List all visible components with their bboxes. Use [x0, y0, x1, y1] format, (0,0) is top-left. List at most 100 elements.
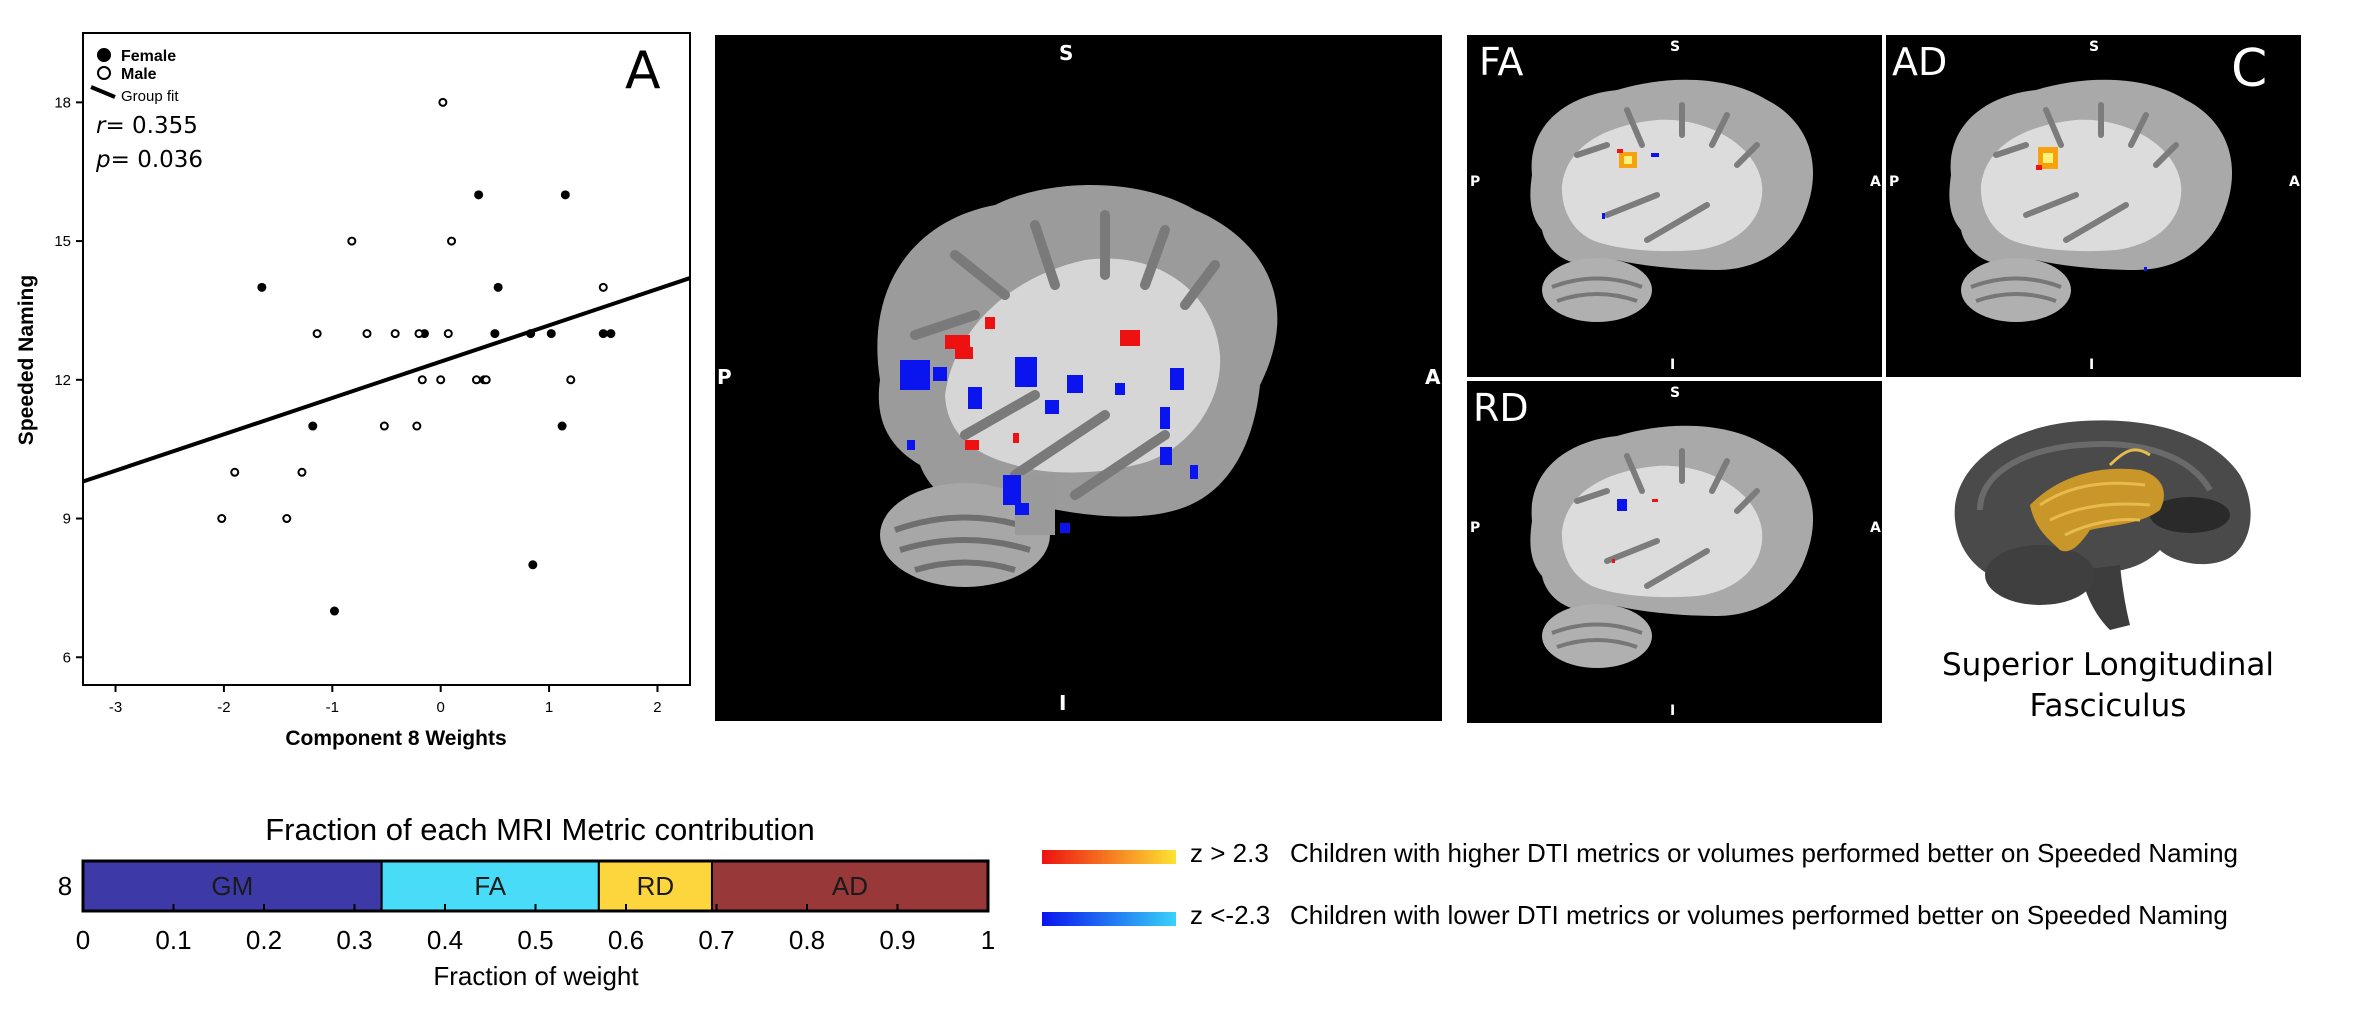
bar-segment-label: AD — [832, 871, 868, 901]
blue-cluster — [1170, 368, 1184, 390]
x-axis-label: Component 8 Weights — [285, 727, 506, 750]
male-point — [390, 329, 400, 339]
rd-red-dot — [1652, 499, 1658, 502]
bar-x-tick-label: 0.2 — [246, 925, 282, 955]
male-point — [436, 375, 446, 385]
male-point — [481, 375, 491, 385]
rd-orientation-inferior: I — [1670, 703, 1676, 719]
white-matter — [945, 258, 1221, 473]
male-point — [598, 282, 608, 292]
tract-caption: Superior Longitudinal Fasciculus — [1908, 645, 2308, 727]
ad-orientation-inferior: I — [2089, 357, 2095, 373]
blue-dot — [1602, 213, 1605, 219]
fa-hot-cluster — [1617, 149, 1623, 153]
bar-x-tick-label: 0 — [76, 925, 90, 955]
male-point — [412, 421, 422, 431]
y-tick-label: 18 — [54, 94, 71, 111]
x-tick-label: 2 — [653, 699, 661, 716]
ad-hot-cluster — [2036, 165, 2042, 170]
blue-cluster — [1067, 375, 1083, 393]
orientation-anterior: A — [1425, 365, 1441, 389]
brain-slice-panel-b: S I P A B — [715, 35, 1442, 721]
bar-segment-label: RD — [637, 871, 675, 901]
x-tick-label: -1 — [326, 699, 339, 716]
y-tick-label: 15 — [54, 233, 71, 250]
ad-label: AD — [1892, 40, 1948, 84]
z-legend: z > 2.3 Children with higher DTI metrics… — [1040, 838, 2350, 938]
male-point — [379, 421, 389, 431]
blue-cluster — [1045, 400, 1059, 414]
orientation-posterior: P — [717, 365, 732, 389]
y-axis-label: Speeded Naming — [15, 275, 38, 445]
female-point — [493, 282, 503, 292]
bar-x-tick-label: 0.6 — [608, 925, 644, 955]
blue-cluster — [1060, 523, 1070, 533]
ad-brain-image — [1949, 79, 2233, 322]
red-cluster — [1013, 433, 1019, 443]
blue-dot — [2144, 267, 2147, 271]
red-cluster — [1120, 330, 1140, 346]
bar-segment-ad — [710, 860, 989, 912]
y-tick-label: 12 — [54, 372, 71, 389]
male-point — [312, 329, 322, 339]
orientation-superior: S — [1059, 41, 1074, 65]
gyri-pattern — [910, 210, 1220, 500]
male-point — [438, 97, 448, 107]
blue-cluster — [1015, 357, 1037, 387]
positive-description: Children with higher DTI metrics or volu… — [1290, 838, 2238, 868]
male-point — [362, 329, 372, 339]
legend-female-label: Female — [121, 48, 176, 65]
panel-a-letter: A — [625, 41, 661, 101]
x-tick-label: 0 — [437, 699, 445, 716]
male-point — [297, 467, 307, 477]
plot-frame — [82, 32, 691, 686]
blue-cluster — [907, 440, 915, 450]
legend-fit-label: Group fit — [121, 88, 179, 105]
blue-cluster — [1160, 407, 1170, 429]
male-point — [217, 514, 227, 524]
fa-slice-panel: FA S I P A — [1467, 35, 1882, 377]
bar-x-tick-label: 0.4 — [427, 925, 463, 955]
fa-hot-cluster — [1624, 156, 1632, 164]
female-point — [528, 560, 538, 570]
rd-orientation-anterior: A — [1870, 520, 1881, 536]
bar-segment-gm — [82, 860, 383, 912]
blue-cluster — [1015, 503, 1029, 515]
ad-slice-panel: AD S I P A C — [1886, 35, 2301, 377]
rd-orientation-superior: S — [1670, 385, 1681, 401]
x-tick-label: 1 — [545, 699, 553, 716]
female-point — [560, 190, 570, 200]
female-point — [557, 421, 567, 431]
bar-x-tick-label: 0.9 — [879, 925, 915, 955]
negative-threshold: z <-2.3 — [1190, 900, 1271, 930]
blue-cluster — [1190, 465, 1198, 479]
bar-x-tick-label: 0.7 — [698, 925, 734, 955]
p-stat: p= 0.036 — [95, 147, 203, 173]
negative-description: Children with lower DTI metrics or volum… — [1290, 900, 2228, 930]
bar-segment-label: FA — [474, 871, 506, 901]
female-point — [546, 329, 556, 339]
bar-x-tick-label: 0.1 — [155, 925, 191, 955]
r-stat: r= 0.355 — [96, 113, 198, 139]
rd-label: RD — [1473, 386, 1529, 430]
y-tick-label: 9 — [63, 511, 71, 528]
fa-orientation-superior: S — [1670, 39, 1681, 55]
male-point — [566, 375, 576, 385]
sagittal-brain-image — [877, 185, 1278, 587]
ad-orientation-posterior: P — [1889, 174, 1900, 190]
female-point — [474, 190, 484, 200]
metric-contribution-bar-chart: Fraction of each MRI Metric contribution… — [58, 812, 995, 991]
legend-fit-swatch — [90, 85, 116, 99]
panel-b-letter: B — [1369, 43, 1405, 103]
fa-orientation-inferior: I — [1670, 357, 1676, 373]
male-point — [471, 375, 481, 385]
male-point — [414, 329, 424, 339]
panel-c-letter: C — [2231, 39, 2268, 99]
male-point — [447, 236, 457, 246]
negative-gradient-swatch — [1042, 912, 1176, 926]
blue-dot — [1651, 153, 1659, 157]
x-tick-label: -2 — [217, 699, 230, 716]
tract-fibers — [2030, 468, 2164, 552]
male-point — [282, 514, 292, 524]
